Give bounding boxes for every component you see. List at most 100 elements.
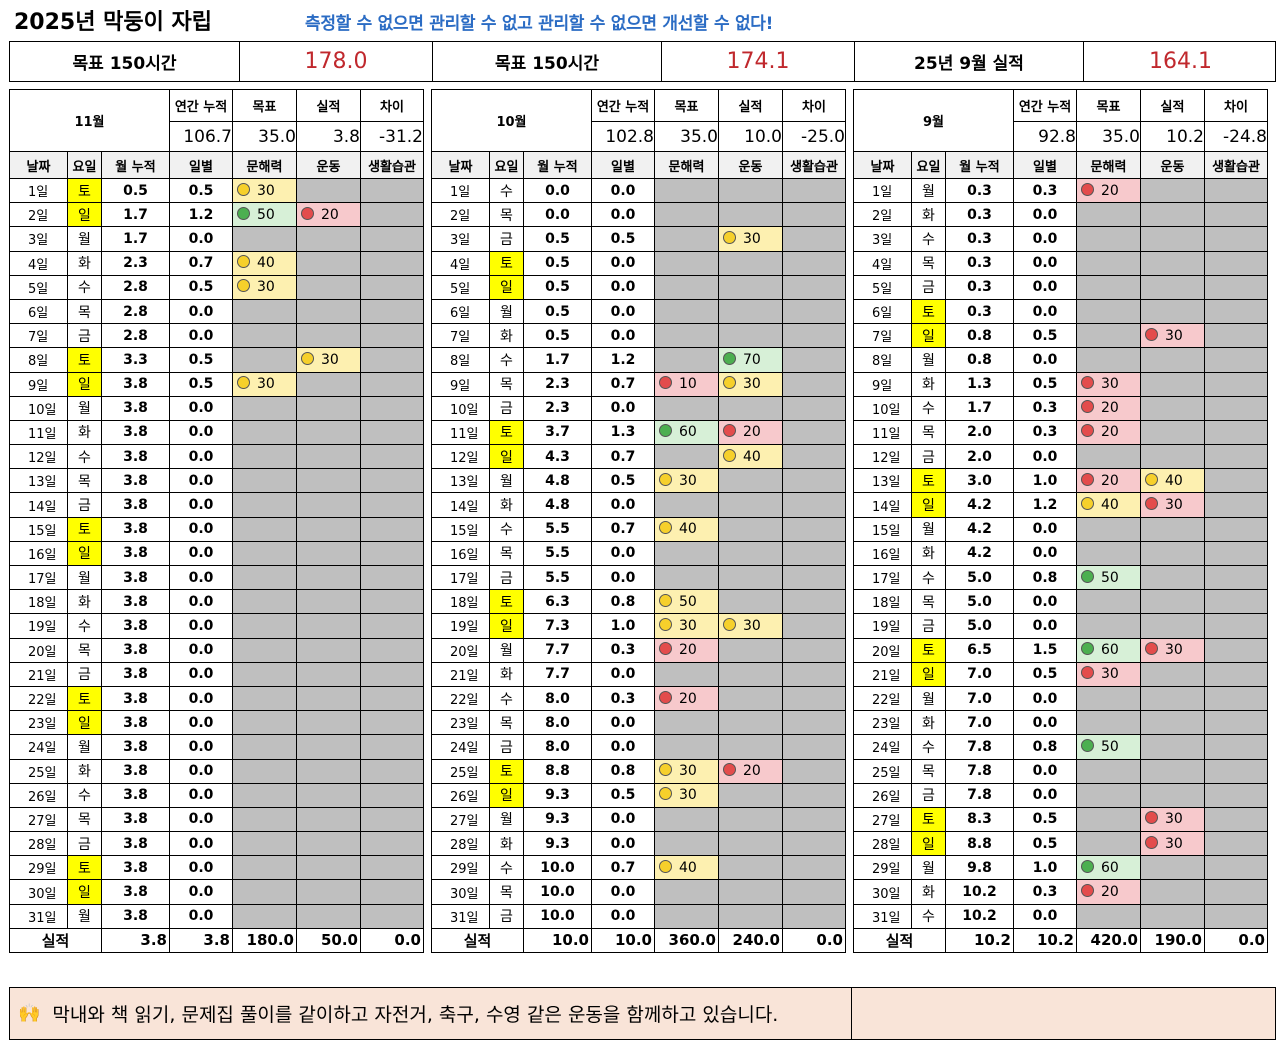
activity-minutes: 60 [1101, 642, 1119, 659]
goal-label: 목표 [1076, 89, 1141, 122]
habit-cell [360, 879, 424, 905]
habit-cell [1204, 734, 1268, 760]
goal-label: 목표 [654, 89, 719, 122]
table-row: 7일 일 0.8 0.5 30 [853, 323, 1268, 349]
weekday-cell: 화 [911, 540, 946, 567]
status-dot-icon [237, 206, 250, 220]
weekday-cell: 화 [67, 758, 102, 784]
weekday-cell: 화 [489, 831, 524, 857]
activity-cell: 30 [232, 371, 297, 397]
habit-cell [782, 831, 846, 857]
empty-cell [296, 637, 361, 663]
daily-cell: 1.2 [591, 347, 655, 373]
weekday-cell: 월 [911, 177, 946, 204]
daily-cell: 0.0 [169, 710, 233, 736]
month-name: 9월 [853, 89, 1014, 152]
activity-cell: 60 [654, 419, 719, 446]
weekday-cell: 월 [489, 298, 524, 325]
date-cell: 25일 [9, 758, 68, 784]
empty-cell [718, 468, 783, 494]
table-row: 14일 일 4.2 1.2 40 30 [853, 492, 1268, 518]
daily-cell: 0.0 [591, 177, 655, 204]
status-dot-icon [659, 763, 672, 777]
daily-cell: 0.5 [169, 371, 233, 397]
weekday-cell: 목 [911, 250, 946, 276]
empty-cell [654, 298, 719, 325]
table-row: 22일 수 8.0 0.3 20 [431, 685, 846, 712]
daily-cell: 0.0 [169, 879, 233, 905]
table-row: 31일 금 10.0 0.0 [431, 903, 846, 929]
empty-cell [296, 564, 361, 591]
column-header: 요일 [67, 151, 102, 179]
date-cell: 30일 [9, 879, 68, 905]
column-header: 일별 [169, 151, 233, 179]
status-dot-icon [659, 472, 672, 486]
empty-cell [232, 661, 297, 687]
activity-minutes: 40 [1101, 497, 1119, 514]
weekday-cell: 일 [67, 710, 102, 736]
table-row: 21일 화 7.7 0.0 [431, 661, 846, 687]
table-row: 25일 토 8.8 0.8 30 20 [431, 758, 846, 784]
empty-cell [232, 710, 297, 736]
habit-cell [360, 177, 424, 204]
total-value: 180.0 [232, 927, 297, 953]
status-dot-icon [1081, 738, 1094, 752]
weekday-cell: 수 [911, 734, 946, 760]
status-dot-icon [1081, 424, 1094, 438]
column-header: 운동 [296, 151, 361, 179]
month-cumulative-cell: 1.3 [945, 371, 1014, 397]
date-cell: 11일 [431, 419, 490, 446]
empty-cell [718, 879, 783, 905]
habit-cell [1204, 395, 1268, 421]
activity-minutes: 30 [743, 617, 761, 634]
daily-cell: 0.3 [1013, 879, 1077, 905]
habit-cell [360, 274, 424, 300]
date-cell: 28일 [853, 831, 912, 857]
date-cell: 9일 [853, 371, 912, 397]
date-cell: 15일 [853, 516, 912, 542]
habit-cell [1204, 540, 1268, 567]
date-cell: 3일 [431, 226, 490, 252]
activity-cell: 30 [1140, 806, 1205, 833]
activity-minutes: 50 [1101, 569, 1119, 586]
table-row: 19일 수 3.8 0.0 [9, 613, 424, 639]
weekday-cell: 목 [489, 540, 524, 567]
column-header: 요일 [911, 151, 946, 179]
habit-cell [1204, 444, 1268, 470]
activity-minutes: 30 [257, 182, 275, 199]
table-row: 13일 월 4.8 0.5 30 [431, 468, 846, 494]
empty-cell [1076, 250, 1141, 276]
actual-label: 실적 [718, 89, 783, 122]
habit-cell [1204, 710, 1268, 736]
weekday-cell: 목 [911, 758, 946, 784]
daily-cell: 0.5 [169, 347, 233, 373]
activity-minutes: 10 [679, 376, 697, 393]
habit-cell [360, 492, 424, 518]
empty-cell [232, 734, 297, 760]
total-value: 0.0 [782, 927, 846, 953]
empty-cell [1076, 710, 1141, 736]
weekday-cell: 수 [489, 516, 524, 542]
empty-cell [718, 710, 783, 736]
habit-cell [782, 613, 846, 639]
table-row: 11일 목 2.0 0.3 20 [853, 419, 1268, 446]
month-cumulative-cell: 0.3 [945, 274, 1014, 300]
activity-minutes: 70 [743, 351, 761, 368]
activity-cell: 50 [1076, 564, 1141, 591]
habit-cell [1204, 323, 1268, 349]
annual-value: 102.8 [591, 121, 655, 152]
daily-cell: 0.0 [169, 298, 233, 325]
empty-cell [1140, 710, 1205, 736]
date-cell: 22일 [853, 685, 912, 712]
daily-cell: 0.0 [169, 661, 233, 687]
daily-cell: 1.0 [1013, 855, 1077, 881]
activity-cell: 70 [718, 347, 783, 373]
habit-cell [360, 419, 424, 446]
month-cumulative-cell: 3.8 [101, 879, 170, 905]
table-row: 17일 월 3.8 0.0 [9, 564, 424, 591]
activity-minutes: 40 [743, 448, 761, 465]
table-row: 16일 일 3.8 0.0 [9, 540, 424, 567]
month-cumulative-cell: 3.8 [101, 589, 170, 615]
daily-cell: 0.7 [591, 516, 655, 542]
activity-minutes: 30 [679, 763, 697, 780]
